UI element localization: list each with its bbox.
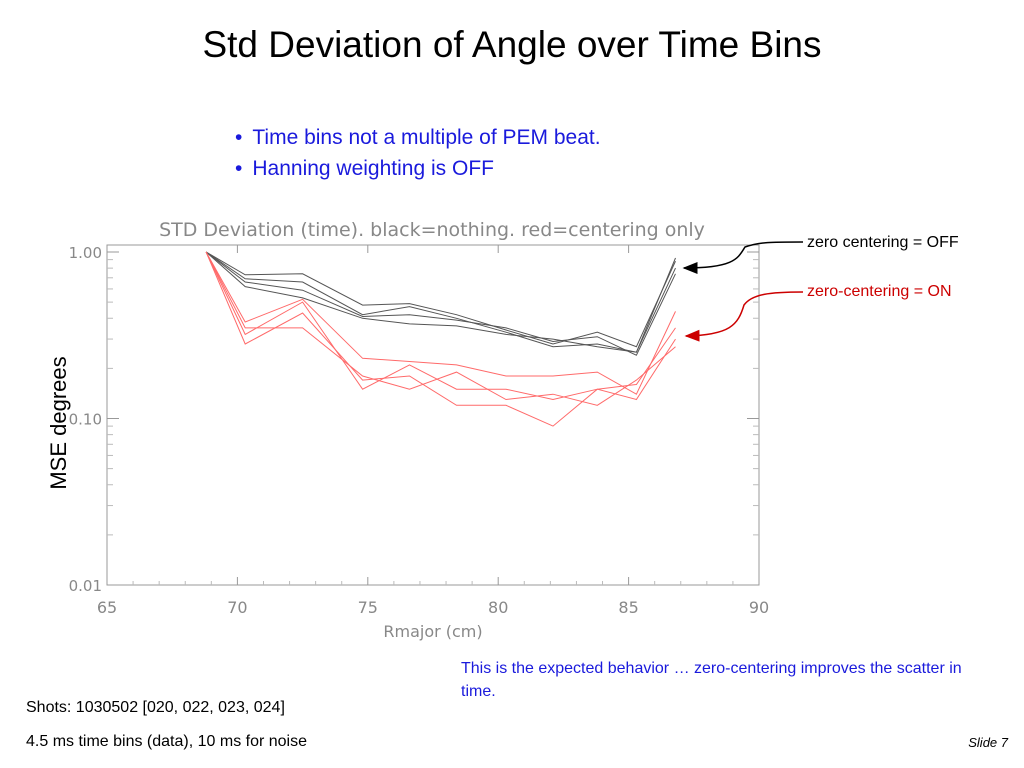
y-tick-label: 0.01 [69,577,102,595]
x-tick-label: 75 [358,598,378,617]
plot-frame [106,244,760,586]
annotation-zero-centering-on: zero-centering = ON [807,283,952,300]
series-line-red-7 [205,251,676,427]
series-line-red-6 [205,251,676,401]
arrow-on [684,291,804,342]
slide-number: Slide 7 [968,735,1008,750]
y-tick-label: 1.00 [69,244,102,262]
x-tick-label: 70 [227,598,247,617]
series-line-black-4 [205,251,676,353]
bullet-item: Time bins not a multiple of PEM beat. [235,122,600,153]
arrow-off [682,241,804,274]
chart-title: STD Deviation (time). black=nothing. red… [159,219,705,241]
bullet-item: Hanning weighting is OFF [235,153,601,184]
time-bins-text: 4.5 ms time bins (data), 10 ms for noise [26,733,307,750]
annotation-zero-centering-off: zero centering = OFF [807,234,959,251]
bullet-list: Time bins not a multiple of PEM beat. Ha… [235,122,601,184]
shots-text: Shots: 1030502 [020, 022, 023, 024] [26,699,285,716]
data-series [205,251,676,427]
behavior-note: This is the expected behavior … zero-cen… [461,660,962,700]
series-line-black-2 [205,251,676,353]
y-tick-label: 0.10 [69,411,102,429]
x-axis-label: Rmajor (cm) [383,622,482,641]
series-line-red-8 [205,251,676,406]
axis-ticks: 65 70 75 80 85 90 1.00 0.10 0.01 [69,244,770,617]
series-line-black-1 [205,251,676,348]
slide-title: Std Deviation of Angle over Time Bins [202,24,822,65]
x-tick-label: 65 [97,598,117,617]
x-tick-label: 90 [749,598,769,617]
x-tick-label: 80 [488,598,508,617]
x-tick-label: 85 [618,598,638,617]
series-line-black-3 [205,251,676,356]
series-line-red-5 [205,251,676,395]
